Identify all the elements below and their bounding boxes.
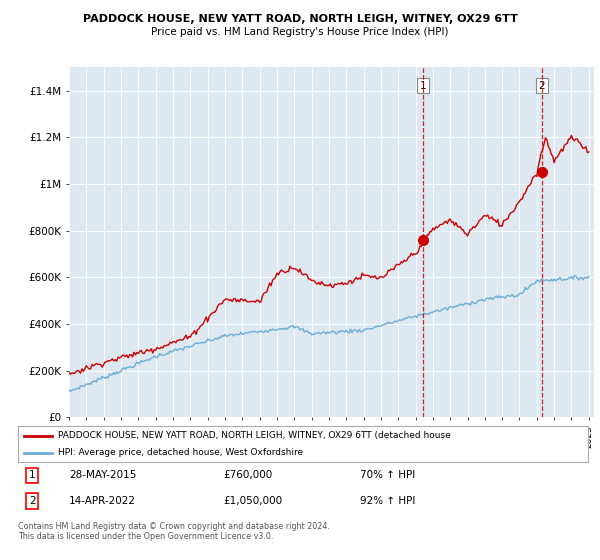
Text: 92% ↑ HPI: 92% ↑ HPI (360, 496, 415, 506)
Text: PADDOCK HOUSE, NEW YATT ROAD, NORTH LEIGH, WITNEY, OX29 6TT (detached house: PADDOCK HOUSE, NEW YATT ROAD, NORTH LEIG… (58, 431, 451, 440)
Text: PADDOCK HOUSE, NEW YATT ROAD, NORTH LEIGH, WITNEY, OX29 6TT: PADDOCK HOUSE, NEW YATT ROAD, NORTH LEIG… (83, 14, 517, 24)
Text: Contains HM Land Registry data © Crown copyright and database right 2024.
This d: Contains HM Land Registry data © Crown c… (18, 522, 330, 542)
Text: 1: 1 (29, 470, 35, 480)
Text: HPI: Average price, detached house, West Oxfordshire: HPI: Average price, detached house, West… (58, 449, 303, 458)
Text: £760,000: £760,000 (223, 470, 272, 480)
Text: 2: 2 (29, 496, 35, 506)
Text: £1,050,000: £1,050,000 (223, 496, 283, 506)
Text: 14-APR-2022: 14-APR-2022 (70, 496, 136, 506)
Text: 70% ↑ HPI: 70% ↑ HPI (360, 470, 415, 480)
Text: 1: 1 (419, 81, 426, 91)
Text: 28-MAY-2015: 28-MAY-2015 (70, 470, 137, 480)
Text: Price paid vs. HM Land Registry's House Price Index (HPI): Price paid vs. HM Land Registry's House … (151, 27, 449, 37)
Text: 2: 2 (539, 81, 545, 91)
